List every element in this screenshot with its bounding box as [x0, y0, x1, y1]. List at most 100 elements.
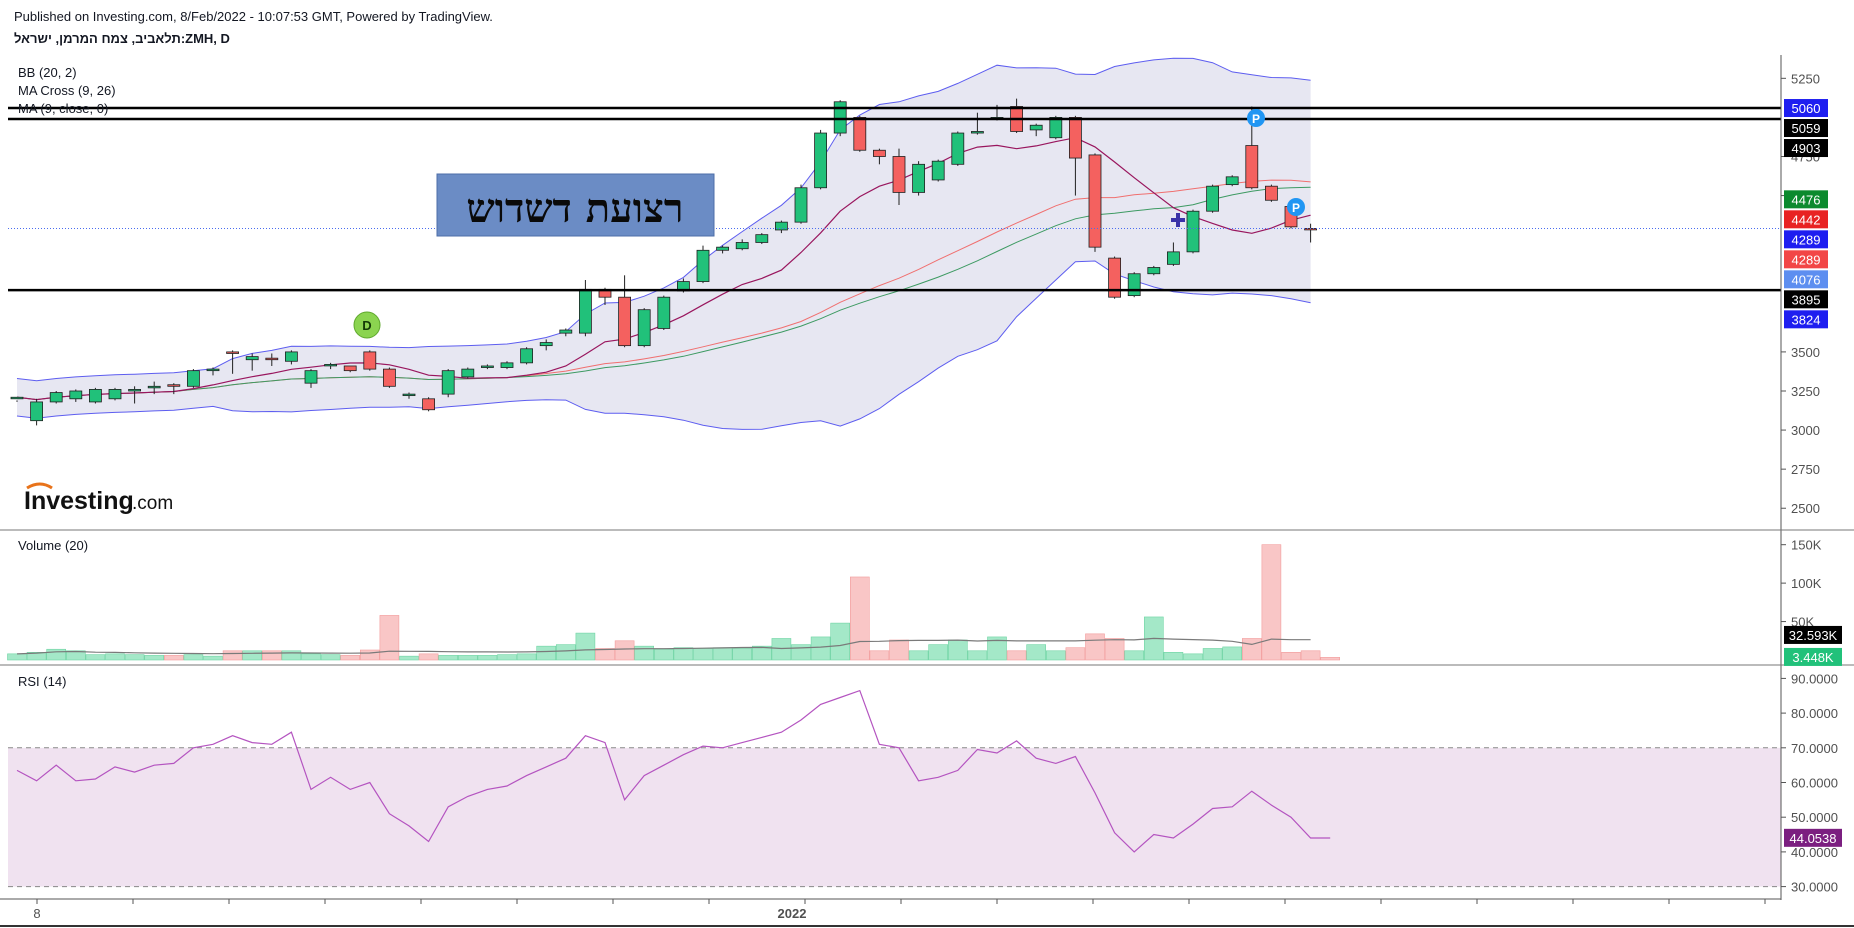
- candle: [1029, 123, 1043, 137]
- volume-tick-label: 150K: [1791, 538, 1822, 553]
- volume-bar: [1026, 644, 1046, 661]
- price-tag: 4442: [1784, 210, 1828, 229]
- candle: [579, 279, 592, 337]
- volume-bar: [85, 654, 106, 661]
- rsi-tick-label: 80.0000: [1791, 706, 1838, 721]
- price-tag: 3824: [1784, 310, 1828, 329]
- symbol-title: תלאביב, צמח המרמן, ישראל:ZMH, D: [14, 31, 230, 46]
- candle: [814, 129, 827, 190]
- investing-logo: Investing .com: [24, 482, 173, 515]
- volume-label: Volume (20): [18, 538, 88, 553]
- volume-bar: [810, 636, 831, 661]
- time-axis[interactable]: 8 2022: [33, 899, 1766, 921]
- volume-tag: 32.593K: [1784, 625, 1842, 644]
- volume-bar: [830, 622, 851, 661]
- svg-text:3.448K: 3.448K: [1792, 650, 1834, 665]
- price-tag: 5060: [1784, 99, 1828, 118]
- candle: [147, 381, 161, 395]
- price-tag: 5059: [1784, 119, 1828, 138]
- volume-bar: [928, 644, 949, 661]
- volume-bar: [222, 650, 243, 661]
- rsi-line: [16, 689, 1331, 853]
- candle: [1147, 265, 1161, 276]
- volume-bar: [164, 655, 184, 661]
- candle: [186, 369, 200, 388]
- volume-tick-label: 100K: [1791, 576, 1822, 591]
- price-tag: 3895: [1784, 290, 1828, 309]
- candle: [441, 369, 455, 398]
- candle: [363, 350, 377, 371]
- candle: [1265, 184, 1278, 202]
- volume-bar: [791, 644, 811, 661]
- bb-label: BB (20, 2): [18, 65, 77, 80]
- candle: [89, 387, 102, 404]
- rsi-tick-label: 50.0000: [1791, 810, 1838, 825]
- ma-label: MA (9, close, 0): [18, 101, 108, 116]
- candle: [618, 275, 631, 348]
- volume-bar: [26, 652, 47, 661]
- volume-bar: [673, 647, 694, 661]
- volume-bar: [301, 653, 321, 661]
- candles-group: [10, 98, 1317, 426]
- price-tag: 4903: [1784, 139, 1828, 158]
- svg-text:4476: 4476: [1792, 192, 1821, 207]
- volume-bar: [66, 650, 86, 661]
- price-tick-label: 2500: [1791, 501, 1820, 516]
- svg-text:4076: 4076: [1792, 272, 1821, 287]
- candle: [402, 392, 416, 399]
- volume-bar: [614, 640, 635, 661]
- candle: [324, 362, 338, 370]
- annotation-text: רצועת דשדוש: [466, 185, 683, 232]
- volume-bar: [1242, 638, 1262, 661]
- svg-text:4903: 4903: [1792, 141, 1821, 156]
- ma-cross-label: MA Cross (9, 26): [18, 83, 116, 98]
- candle: [108, 387, 122, 401]
- volume-bar: [889, 639, 909, 661]
- volume-bar: [399, 655, 419, 661]
- price-tag: 4289: [1784, 230, 1828, 249]
- volume-bar: [105, 653, 125, 661]
- volume-bar: [281, 650, 302, 661]
- price-tag: 4289: [1784, 250, 1828, 269]
- volume-bar: [555, 644, 576, 661]
- candle: [128, 386, 142, 404]
- dividend-marker[interactable]: D: [353, 311, 381, 339]
- candle: [657, 295, 671, 331]
- volume-bar: [1085, 633, 1105, 661]
- volume-bar: [595, 648, 615, 661]
- volume-bar: [1046, 650, 1066, 661]
- pivot-marker-top[interactable]: P: [1247, 109, 1265, 127]
- volume-bar: [46, 648, 67, 661]
- logo-suffix: .com: [132, 493, 173, 514]
- rsi-axis[interactable]: 90.0000 80.0000 70.0000 60.0000 50.0000 40.00…: [1781, 671, 1842, 895]
- candle: [716, 245, 729, 254]
- annotation-box[interactable]: רצועת דשדוש: [436, 173, 715, 237]
- candle: [873, 148, 886, 165]
- svg-text:4289: 4289: [1792, 232, 1821, 247]
- candle: [167, 383, 181, 395]
- pivot-marker-mid-label: P: [1292, 201, 1300, 215]
- volume-bar: [203, 655, 223, 661]
- volume-bar: [1300, 650, 1321, 661]
- volume-bar: [242, 650, 262, 661]
- candle: [461, 367, 475, 379]
- volume-bar: [1183, 653, 1203, 661]
- volume-bar: [457, 655, 478, 661]
- pivot-marker-mid[interactable]: P: [1287, 198, 1305, 216]
- volume-bar: [712, 647, 733, 661]
- volume-bar: [771, 638, 792, 661]
- volume-bar: [1065, 647, 1086, 661]
- volume-bar: [359, 649, 380, 661]
- rsi-tick-label: 30.0000: [1791, 880, 1838, 895]
- volume-bar: [908, 650, 929, 661]
- volume-bar: [693, 648, 713, 661]
- svg-text:3895: 3895: [1792, 292, 1821, 307]
- rsi-tick-label: 40.0000: [1791, 845, 1838, 860]
- price-axis[interactable]: 5250475045003500325030002750250050605059…: [1781, 71, 1828, 516]
- horizontal-levels[interactable]: [8, 106, 1781, 292]
- candle: [1088, 153, 1102, 252]
- candle: [382, 367, 396, 388]
- candle: [49, 390, 63, 404]
